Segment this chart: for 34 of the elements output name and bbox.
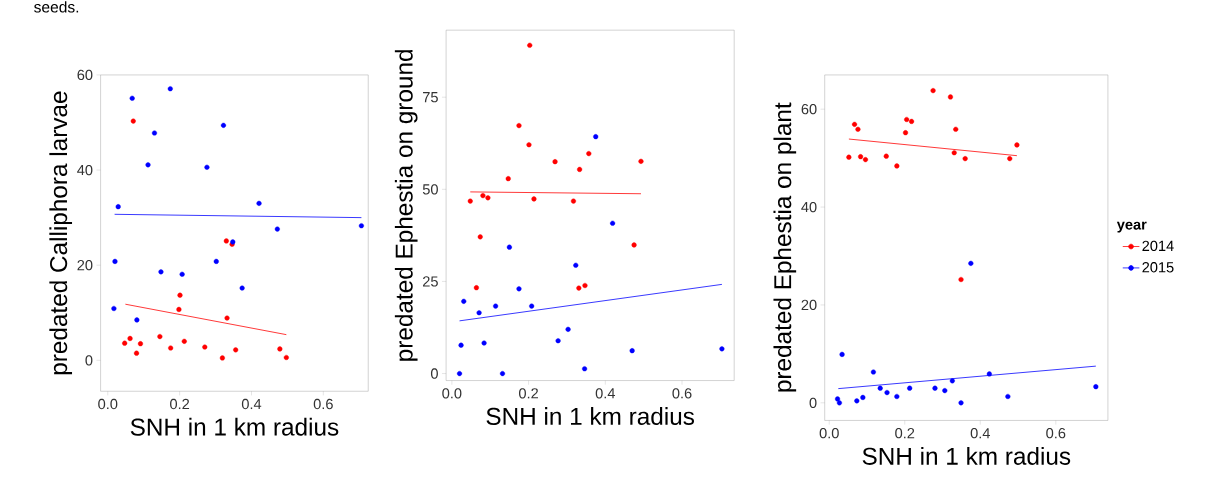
legend-label: 2015 <box>1142 261 1174 273</box>
y-tick-label: 20 <box>801 299 817 310</box>
y-axis-title: predated Ephestia on plant <box>773 102 797 392</box>
y-axis-title: predated Calliphora larvae <box>49 91 73 375</box>
x-axis-title: SNH in 1 km radius <box>130 417 339 436</box>
y-tick-label: 60 <box>801 103 817 115</box>
y-tick-label: 40 <box>77 164 93 176</box>
x-tick-label: 0.6 <box>672 387 692 399</box>
x-tick-label: 0.4 <box>970 427 991 439</box>
y-tick-label: 40 <box>801 201 817 213</box>
y-tick-label: 20 <box>77 259 93 271</box>
y-tick-label: 0 <box>430 368 438 379</box>
x-tick-label: 0.2 <box>519 387 538 399</box>
x-tick-label: 0.0 <box>819 427 839 439</box>
x-axis-title: SNH in 1 km radius <box>862 446 1071 465</box>
legend-title: year <box>1116 221 1147 233</box>
x-tick-label: 0.0 <box>442 387 462 399</box>
x-tick-label: 0.4 <box>595 387 616 399</box>
y-tick-label: 0 <box>85 354 93 366</box>
x-tick-label: 0.2 <box>170 398 190 409</box>
y-tick-label: 60 <box>77 69 93 80</box>
x-tick-label: 0.6 <box>1046 427 1066 439</box>
y-tick-label: 50 <box>422 183 438 195</box>
y-tick-label: 25 <box>423 276 438 287</box>
x-tick-label: 0.6 <box>313 398 333 409</box>
y-tick-label: 75 <box>423 91 438 103</box>
x-axis-title: SNH in 1 km radius <box>486 406 695 425</box>
legend-label: 2014 <box>1142 240 1174 251</box>
text: seeds. <box>34 0 79 13</box>
x-tick-label: 0.4 <box>241 398 262 409</box>
x-tick-label: 0.0 <box>98 398 118 409</box>
y-tick-label: 0 <box>809 397 817 408</box>
x-tick-label: 0.2 <box>895 427 915 439</box>
y-axis-title: predated Ephestia on ground <box>394 49 418 361</box>
